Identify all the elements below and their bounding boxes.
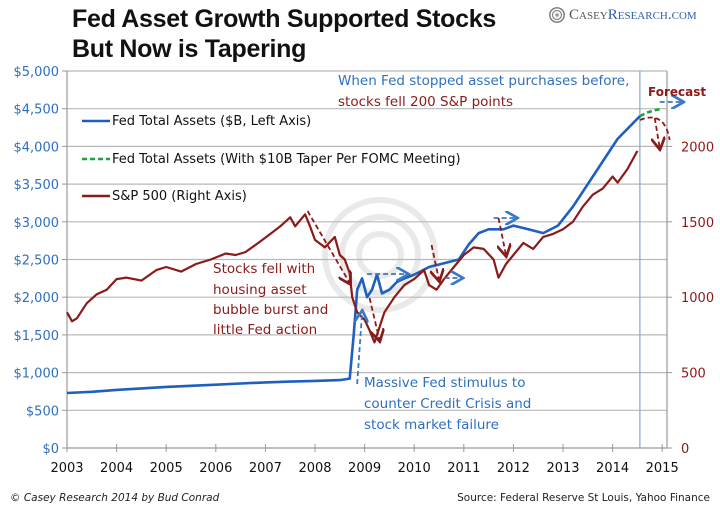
x-axis-label: 2005 [150,461,183,476]
red-fall-arrow [306,210,350,283]
logo-text-research: Research.com [607,6,697,23]
red-fall-arrow [432,244,439,280]
x-axis-label: 2009 [348,461,381,476]
left-axis-label: $4,000 [14,140,60,155]
right-axis-label: 0 [681,442,689,457]
x-axis-label: 2006 [199,461,232,476]
logo-text-casey: Casey [569,6,608,23]
left-axis-label: $3,000 [14,216,60,231]
right-axis-label: 2000 [681,140,714,155]
x-axis-label: 2015 [646,461,679,476]
data-source: Source: Federal Reserve St Louis, Yahoo … [457,492,710,504]
legend-entry: Fed Total Assets ($B, Left Axis) [112,114,311,129]
x-axis-label: 2010 [398,461,431,476]
x-axis-label: 2013 [546,461,579,476]
forecast-curve [639,116,671,141]
annotation-stimulus: Massive Fed stimulus to [364,375,526,391]
left-axis-label: $2,500 [14,254,60,269]
annotation-housing: bubble burst and [213,302,328,318]
left-axis-label: $1,500 [14,329,60,344]
x-axis-label: 2003 [50,461,83,476]
series-line-sp500 [66,150,639,344]
red-fall-arrow [499,217,506,255]
casey-research-logo: Casey Research.com [548,6,697,24]
legend-entry: Fed Total Assets (With $10B Taper Per FO… [112,152,461,167]
annotation-housing: housing asset [213,282,307,298]
right-axis-label: 500 [681,367,706,382]
left-axis-label: $5,000 [14,65,60,80]
x-axis-label: 2012 [497,461,530,476]
title-line-2: But Now is Tapering [72,35,307,63]
x-axis-label: 2014 [596,461,629,476]
annotation-forecast: Forecast [648,85,706,99]
x-axis-label: 2004 [100,461,133,476]
right-axis-label: 1500 [681,216,714,231]
spiral-logo-icon [549,7,565,23]
left-axis-label: $3,500 [14,178,60,193]
red-fall-arrow [368,297,380,340]
left-axis-label: $0 [42,442,59,457]
left-axis-label: $1,000 [14,367,60,382]
right-axis-label: 1000 [681,291,714,306]
annotation-housing: Stocks fell with [213,261,315,277]
x-axis-label: 2007 [249,461,282,476]
left-axis-label: $500 [26,404,59,419]
annotation-stimulus: counter Credit Crisis and [364,396,531,412]
annotation-stimulus: stock market failure [364,417,499,433]
forecast-fall-arrow [655,117,660,148]
x-axis-label: 2008 [298,461,331,476]
stimulus-arrow [357,312,362,385]
title-line-1: Fed Asset Growth Supported Stocks [72,5,496,33]
left-axis-label: $2,000 [14,291,60,306]
annotation-fed-stopped: When Fed stopped asset purchases before, [338,73,629,89]
annotation-stocks-fell: stocks fell 200 S&P points [338,94,513,110]
watermark-icon [322,197,438,313]
copyright-credit: © Casey Research 2014 by Bud Conrad [10,492,220,504]
chart-title: Fed Asset Growth Supported Stocks But No… [72,4,496,64]
series-line-fed-taper [639,107,663,118]
left-axis-label: $4,500 [14,103,60,118]
series-line-fed-assets [66,115,641,395]
x-axis-label: 2011 [447,461,480,476]
legend-entry: S&P 500 (Right Axis) [112,189,247,204]
annotation-housing: little Fed action [213,322,317,338]
